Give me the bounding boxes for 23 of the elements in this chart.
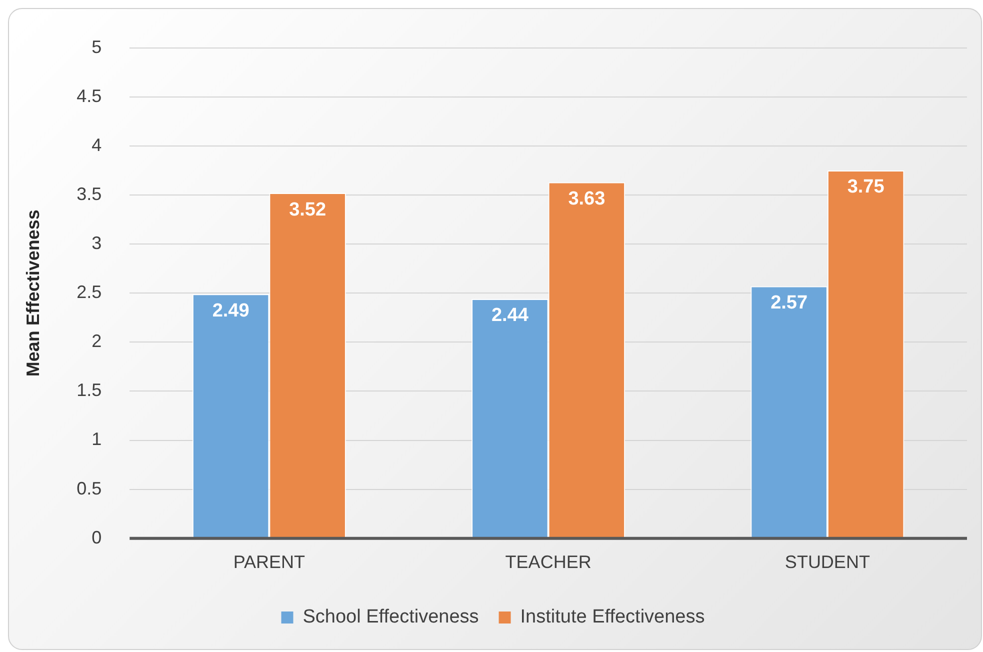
data-label: 3.63: [568, 188, 606, 210]
x-tick-label: PARENT: [233, 552, 306, 572]
x-tick-label: TEACHER: [505, 552, 592, 572]
data-label: 2.57: [770, 292, 808, 314]
y-tick-label: 4.5: [76, 86, 102, 106]
y-tick-label: 2.5: [76, 282, 102, 302]
y-tick-label: 0: [92, 527, 102, 548]
y-tick-label: 3: [92, 233, 102, 254]
y-tick-label: 1: [92, 429, 102, 450]
y-tick-label: 1.5: [76, 380, 102, 400]
y-tick-label: 3.5: [76, 184, 102, 204]
data-label: 3.52: [289, 199, 326, 220]
y-tick-label: 0.5: [76, 478, 102, 498]
y-axis-title: Mean Effectiveness: [22, 210, 43, 377]
x-tick-label: STUDENT: [784, 552, 870, 572]
data-label: 2.44: [491, 305, 529, 326]
y-tick-label: 4: [92, 134, 102, 155]
data-label: 2.49: [212, 300, 250, 322]
y-tick-label: 2: [92, 331, 102, 352]
y-tick-label: 5: [92, 36, 102, 57]
legend-label: School Effectiveness: [302, 606, 479, 628]
data-label: 3.75: [847, 176, 885, 198]
legend-label: Institute Effectiveness: [520, 606, 705, 628]
